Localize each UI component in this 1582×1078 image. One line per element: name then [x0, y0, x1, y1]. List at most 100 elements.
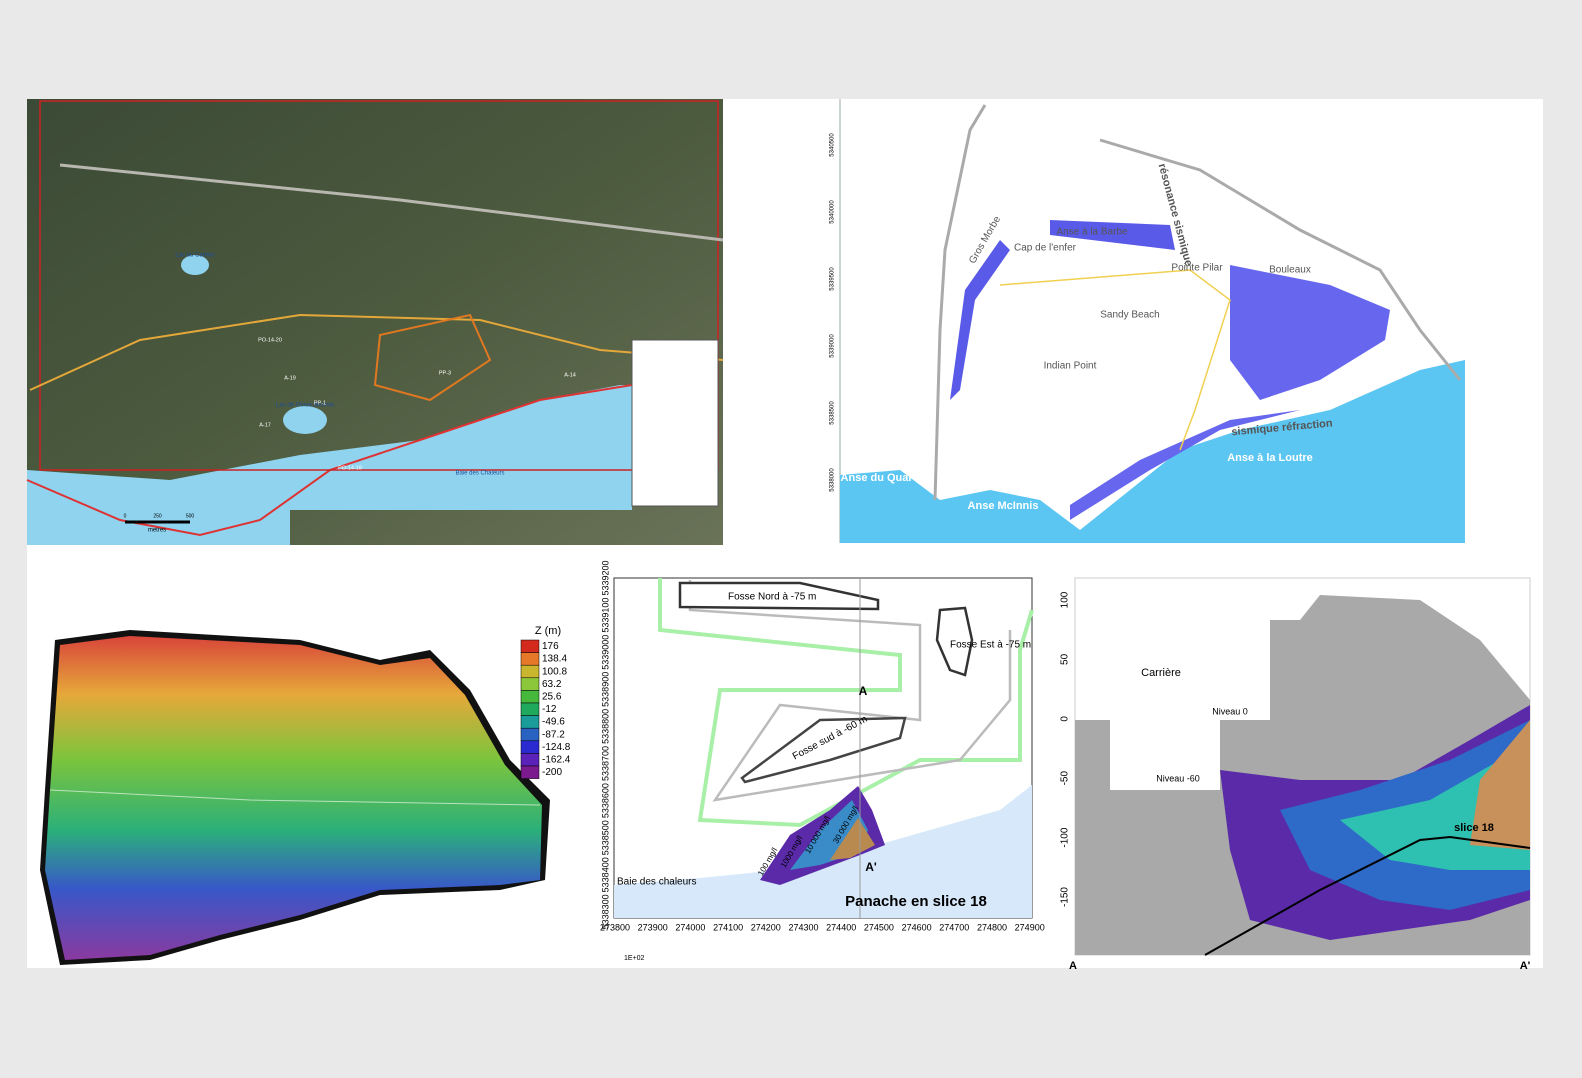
legend-label: 138.4: [542, 654, 567, 665]
x-tick-label: 274300: [788, 922, 818, 932]
anomaly: [1230, 265, 1390, 400]
section-label: Carrière: [1141, 667, 1181, 679]
scale-tick: 0: [124, 513, 127, 519]
x-tick-label: 274200: [751, 922, 781, 932]
legend-label: -200: [542, 767, 562, 778]
x-tick-label: 274600: [902, 922, 932, 932]
map-label: PP-3: [439, 370, 451, 376]
y-tick-label: 5340500: [830, 133, 836, 157]
x-tick-label: 274900: [1015, 922, 1045, 932]
legend-swatch: [520, 740, 540, 754]
map-label: Cap de l'enfer: [1014, 243, 1077, 254]
map-label: PO-14-18: [338, 465, 362, 471]
lake: [181, 255, 209, 275]
x-tick-label: 274000: [675, 922, 705, 932]
map-label: Indian Point: [1044, 361, 1097, 372]
map-label: A-17: [259, 422, 271, 428]
y-tick-label: 5338800: [600, 709, 610, 744]
anomaly: [950, 240, 1010, 400]
scale-tick: 500: [186, 513, 195, 519]
scale-tick: 250: [153, 513, 162, 519]
map-label: Anse du Quai: [841, 472, 912, 484]
y-tick-label: 5339000: [600, 635, 610, 670]
legend-swatch: [520, 715, 540, 729]
plume: [1470, 720, 1530, 850]
map-label: Lac du Carbon: [175, 253, 214, 259]
section-label: Niveau 0: [1212, 706, 1248, 716]
legend-label: -124.8: [542, 742, 571, 753]
y-tick-label: 5338600: [600, 783, 610, 818]
legend-swatch: [520, 652, 540, 666]
y-tick-label: 5339100: [600, 598, 610, 633]
map-label: PO-14-20: [258, 337, 282, 343]
map-label: Sandy Beach: [1100, 310, 1160, 321]
aerial-panel: Lac du Carbon Lac de l'Anse McInnis Baie d…: [26, 99, 724, 545]
zone-outline: [658, 578, 1034, 828]
section-label: A: [1069, 960, 1077, 972]
y-tick-label: -150: [1060, 887, 1071, 907]
y-tick-label: 5339500: [830, 267, 836, 291]
anomaly: [1050, 220, 1175, 250]
y-tick-label: 5338500: [830, 401, 836, 425]
y-tick-label: 5338500: [600, 820, 610, 855]
y-tick-label: -50: [1060, 771, 1071, 786]
road: [999, 269, 1231, 451]
map-label: Anse McInnis: [968, 500, 1039, 512]
map-label: PP-1: [314, 400, 326, 406]
road: [59, 163, 724, 242]
section-panel: 100 50 0 -50 -100 -150 Carrière Niveau 0 Niveau …: [1060, 577, 1531, 972]
model-surface: [45, 636, 542, 960]
map-label: Baie des Chaleurs: [455, 471, 504, 477]
map-title: Panache en slice 18: [845, 893, 987, 910]
boundary: [933, 104, 987, 501]
x-tick-label: 273800: [600, 922, 630, 932]
slice-line: [1204, 835, 1531, 956]
legend-swatch: [520, 702, 540, 716]
footer-label: 1E+02: [624, 955, 645, 962]
x-tick-label: 274400: [826, 922, 856, 932]
map-label: Baie des chaleurs: [617, 877, 697, 888]
sea: [840, 360, 1465, 543]
legend-swatch: [520, 690, 540, 704]
y-tick-label: 5339000: [830, 334, 836, 358]
road: [29, 313, 724, 391]
pit: [935, 606, 974, 677]
plume: [830, 818, 875, 860]
boundary: [1099, 138, 1462, 381]
y-tick-label: 100: [1060, 591, 1071, 608]
y-tick-label: 5338900: [600, 672, 610, 707]
x-tick-label: 274700: [939, 922, 969, 932]
pit: [678, 581, 880, 611]
y-tick-label: 5338400: [600, 857, 610, 892]
legend-label: -162.4: [542, 755, 571, 766]
legend-label: -87.2: [542, 729, 565, 740]
map-label: A-19: [284, 375, 296, 381]
map-label: Fosse Nord à -75 m: [728, 592, 816, 603]
legend-swatch: [520, 765, 540, 779]
legend-swatch: [520, 677, 540, 691]
sea: [27, 385, 632, 545]
legend-label: -49.6: [542, 717, 565, 728]
scale-unit: metres: [148, 528, 166, 534]
legend-swatch: [520, 664, 540, 679]
map-label: Anse à la Barbe: [1056, 227, 1128, 238]
x-tick-label: 274100: [713, 922, 743, 932]
y-tick-label: -100: [1060, 827, 1071, 847]
zoom-frame: [39, 100, 719, 471]
section-label: slice 18: [1454, 822, 1494, 834]
x-tick-label: 273900: [638, 922, 668, 932]
model-panel: Z (m) 176 138.4100.8 63.2 25.6-12 -49.6-87.2…: [40, 625, 571, 965]
legend-swatch: [520, 753, 540, 767]
legend-box: [631, 339, 719, 507]
legend-title: Z (m): [535, 625, 561, 637]
x-tick-label: 274800: [977, 922, 1007, 932]
section-label: A': [1520, 960, 1531, 972]
map-label: Fosse Est à -75 m: [950, 640, 1031, 651]
map-label: Anse à la Loutre: [1227, 452, 1313, 464]
y-tick-label: 50: [1060, 653, 1071, 665]
lake: [283, 406, 327, 434]
property: [373, 313, 492, 402]
y-tick-label: 5340000: [830, 200, 836, 224]
legend-label: -12: [542, 704, 557, 715]
